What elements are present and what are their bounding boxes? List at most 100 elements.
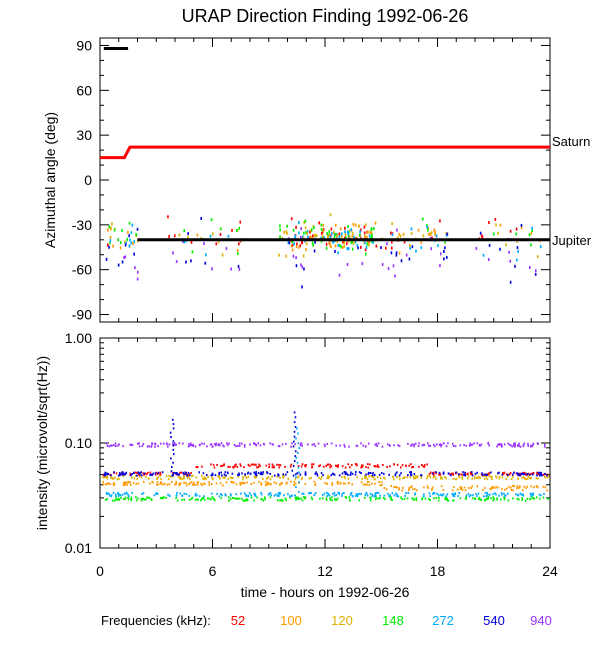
intensity-point-940khz	[410, 444, 413, 447]
intensity-point-272khz	[267, 493, 270, 496]
intensity-point-100khz	[202, 482, 205, 485]
intensity-point-100khz	[313, 480, 316, 483]
intensity-point-148khz	[349, 499, 351, 502]
intensity-point-272khz	[273, 494, 276, 497]
intensity-spike-point	[294, 416, 297, 419]
intensity-point-100khz	[126, 483, 128, 486]
intensity-point-940khz	[513, 442, 516, 445]
intensity-point-940khz	[527, 442, 529, 445]
azimuth-point-540khz	[204, 261, 207, 265]
intensity-point-272khz	[396, 494, 398, 497]
intensity-point-940khz	[496, 445, 498, 448]
intensity-point-272khz	[216, 492, 218, 495]
legend-entry-540khz: 540	[483, 613, 505, 628]
intensity-point-120khz	[136, 477, 139, 480]
intensity-point-100khz	[402, 486, 404, 489]
intensity-point-540khz	[121, 472, 123, 475]
intensity-point-120khz	[147, 477, 150, 480]
azimuth-point-52khz	[299, 244, 301, 248]
azimuth-point-540khz	[446, 232, 449, 236]
azimuth-point-120khz	[278, 253, 280, 257]
intensity-point-540khz	[349, 473, 352, 476]
intensity-point-120khz	[294, 478, 297, 481]
intensity-point-52khz	[377, 466, 380, 469]
intensity-point-940khz	[364, 445, 367, 448]
intensity-point-540khz	[536, 474, 538, 477]
intensity-point-148khz	[526, 497, 529, 500]
intensity-point-272khz	[383, 494, 386, 497]
intensity-point-52khz	[276, 463, 278, 466]
azimuth-point-100khz	[332, 230, 335, 234]
intensity-point-272khz	[323, 492, 326, 495]
intensity-point-100khz	[189, 482, 191, 485]
intensity-point-120khz	[181, 478, 183, 481]
intensity-point-120khz	[440, 477, 442, 480]
intensity-point-52khz	[272, 464, 275, 467]
intensity-point-272khz	[495, 493, 497, 496]
intensity-point-100khz	[194, 483, 197, 486]
intensity-point-940khz	[249, 443, 251, 446]
intensity-point-940khz	[531, 445, 534, 448]
intensity-point-100khz	[463, 486, 466, 489]
intensity-point-100khz	[530, 485, 532, 488]
azimuth-point-52khz	[345, 242, 348, 246]
intensity-point-940khz	[543, 443, 546, 446]
intensity-point-120khz	[167, 478, 170, 481]
intensity-point-272khz	[371, 495, 373, 498]
intensity-point-272khz	[221, 494, 223, 497]
azimuth-point-940khz	[405, 253, 408, 257]
intensity-point-100khz	[241, 482, 244, 485]
intensity-point-272khz	[247, 494, 249, 497]
intensity-point-148khz	[444, 498, 446, 501]
intensity-point-100khz	[191, 483, 194, 486]
intensity-point-540khz	[227, 472, 229, 475]
intensity-point-100khz	[215, 482, 218, 485]
intensity-point-120khz	[409, 476, 412, 479]
intensity-point-940khz	[294, 443, 297, 446]
intensity-point-148khz	[284, 497, 287, 500]
intensity-point-540khz	[546, 474, 548, 477]
intensity-point-940khz	[381, 445, 384, 448]
intensity-point-52khz	[109, 473, 111, 476]
intensity-point-100khz	[196, 483, 199, 486]
intensity-point-120khz	[172, 475, 175, 478]
intensity-point-148khz	[244, 499, 247, 502]
intensity-point-120khz	[179, 477, 181, 480]
intensity-point-940khz	[339, 444, 342, 447]
intensity-point-52khz	[347, 463, 350, 466]
intensity-point-120khz	[191, 474, 194, 477]
intensity-point-940khz	[142, 443, 145, 446]
intensity-point-148khz	[175, 497, 177, 500]
azimuth-point-120khz	[302, 236, 305, 240]
intensity-point-120khz	[223, 477, 226, 480]
intensity-point-148khz	[135, 496, 137, 499]
intensity-point-940khz	[417, 444, 420, 447]
intensity-spike-point	[292, 464, 295, 467]
intensity-point-148khz	[241, 497, 243, 500]
azimuth-point-120khz	[497, 231, 499, 235]
intensity-point-272khz	[210, 492, 213, 495]
intensity-point-272khz	[181, 494, 184, 497]
intensity-spike-point	[295, 486, 297, 489]
intensity-point-148khz	[143, 498, 146, 501]
intensity-point-52khz	[227, 465, 229, 468]
intensity-point-540khz	[383, 472, 385, 475]
azimuth-point-148khz	[345, 236, 347, 240]
intensity-point-52khz	[439, 473, 442, 476]
intensity-spike-point	[172, 423, 175, 426]
azimuth-point-100khz	[127, 230, 129, 234]
intensity-point-940khz	[386, 443, 389, 446]
intensity-point-120khz	[452, 477, 455, 480]
intensity-point-272khz	[468, 495, 471, 498]
intensity-point-940khz	[191, 444, 193, 447]
intensity-point-540khz	[238, 472, 240, 475]
intensity-point-148khz	[196, 498, 199, 501]
intensity-point-148khz	[492, 496, 494, 499]
intensity-point-940khz	[442, 442, 445, 445]
intensity-point-540khz	[537, 471, 540, 474]
azimuth-point-148khz	[347, 233, 350, 237]
intensity-point-272khz	[529, 492, 532, 495]
intensity-point-940khz	[262, 442, 265, 445]
intensity-point-540khz	[123, 473, 126, 476]
intensity-point-52khz	[361, 464, 363, 467]
